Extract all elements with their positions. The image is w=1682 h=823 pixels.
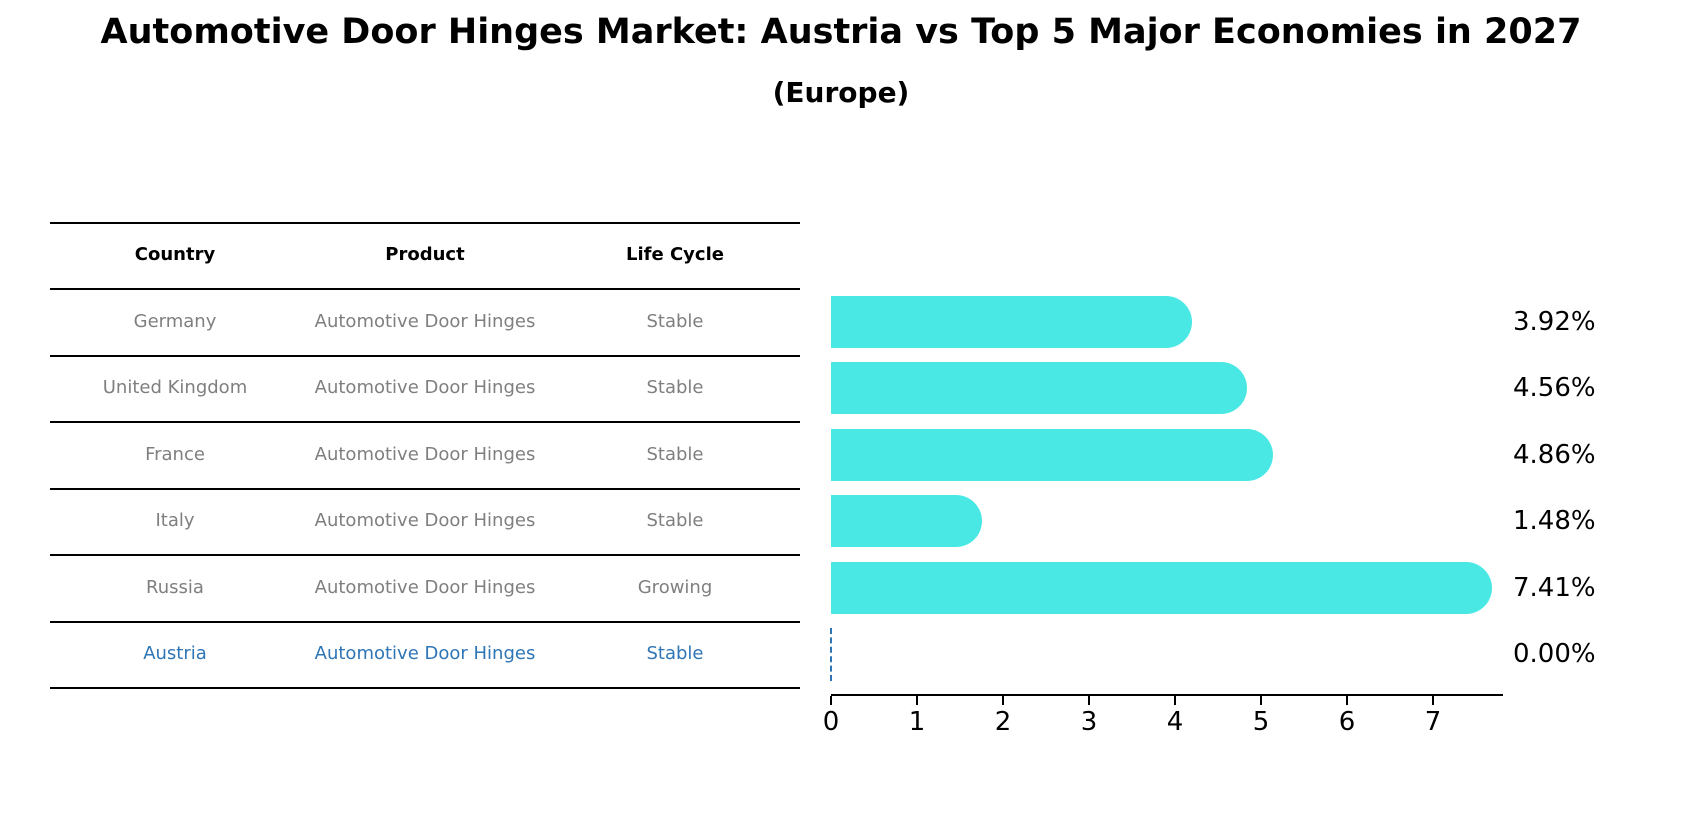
cell-life-cycle: Growing: [637, 577, 713, 598]
row-separator: [50, 421, 800, 423]
cell-life-cycle: Stable: [646, 510, 704, 531]
x-axis-tick: [916, 696, 918, 705]
column-header-product: Product: [385, 244, 465, 265]
cell-product: Automotive Door Hinges: [314, 377, 536, 398]
x-axis-tick: [1088, 696, 1090, 705]
table-header-separator: [50, 288, 800, 290]
cell-life-cycle: Stable: [646, 444, 704, 465]
cell-product-austria: Automotive Door Hinges: [314, 643, 536, 664]
cell-product: Automotive Door Hinges: [314, 311, 536, 332]
cell-country-austria: Austria: [143, 643, 207, 664]
value-label-germany: 3.92%: [1513, 307, 1596, 337]
cell-life-cycle: Stable: [646, 311, 704, 332]
bar-france: [831, 429, 1273, 481]
x-axis-tick: [1174, 696, 1176, 705]
cell-life-cycle-austria: Stable: [646, 643, 704, 664]
cell-country: Italy: [155, 510, 195, 531]
cell-life-cycle: Stable: [646, 377, 704, 398]
column-header-life-cycle: Life Cycle: [626, 244, 724, 265]
x-axis-tick: [830, 696, 832, 705]
cell-country: United Kingdom: [102, 377, 248, 398]
x-tick-label: 7: [1424, 707, 1442, 737]
cell-product: Automotive Door Hinges: [314, 577, 536, 598]
x-axis-line: [831, 694, 1503, 696]
chart-title: Automotive Door Hinges Market: Austria v…: [100, 12, 1582, 52]
value-label-united-kingdom: 4.56%: [1513, 373, 1596, 403]
value-label-france: 4.86%: [1513, 440, 1596, 470]
x-axis-tick: [1260, 696, 1262, 705]
x-tick-label: 2: [994, 707, 1012, 737]
x-tick-label: 1: [908, 707, 926, 737]
bar-russia: [831, 562, 1493, 614]
x-tick-label: 0: [822, 707, 840, 737]
x-axis-tick: [1432, 696, 1434, 705]
row-separator: [50, 621, 800, 623]
x-tick-label: 6: [1338, 707, 1356, 737]
zero-marker-austria: [830, 628, 832, 681]
value-label-austria: 0.00%: [1513, 639, 1596, 669]
cell-country: France: [145, 444, 205, 465]
table-border-top: [50, 222, 800, 224]
cell-product: Automotive Door Hinges: [314, 510, 536, 531]
row-separator: [50, 554, 800, 556]
row-separator: [50, 355, 800, 357]
value-label-russia: 7.41%: [1513, 573, 1596, 603]
bar-united-kingdom: [831, 362, 1248, 414]
chart-subtitle: (Europe): [772, 76, 910, 109]
x-tick-label: 4: [1166, 707, 1184, 737]
bar-italy: [831, 495, 983, 547]
column-header-country: Country: [134, 244, 216, 265]
x-axis-tick: [1002, 696, 1004, 705]
x-axis-tick: [1346, 696, 1348, 705]
bar-germany: [831, 296, 1193, 348]
cell-country: Russia: [146, 577, 204, 598]
cell-product: Automotive Door Hinges: [314, 444, 536, 465]
x-tick-label: 3: [1080, 707, 1098, 737]
value-label-italy: 1.48%: [1513, 506, 1596, 536]
table-border-bottom: [50, 687, 800, 689]
row-separator: [50, 488, 800, 490]
cell-country: Germany: [133, 311, 217, 332]
x-tick-label: 5: [1252, 707, 1270, 737]
